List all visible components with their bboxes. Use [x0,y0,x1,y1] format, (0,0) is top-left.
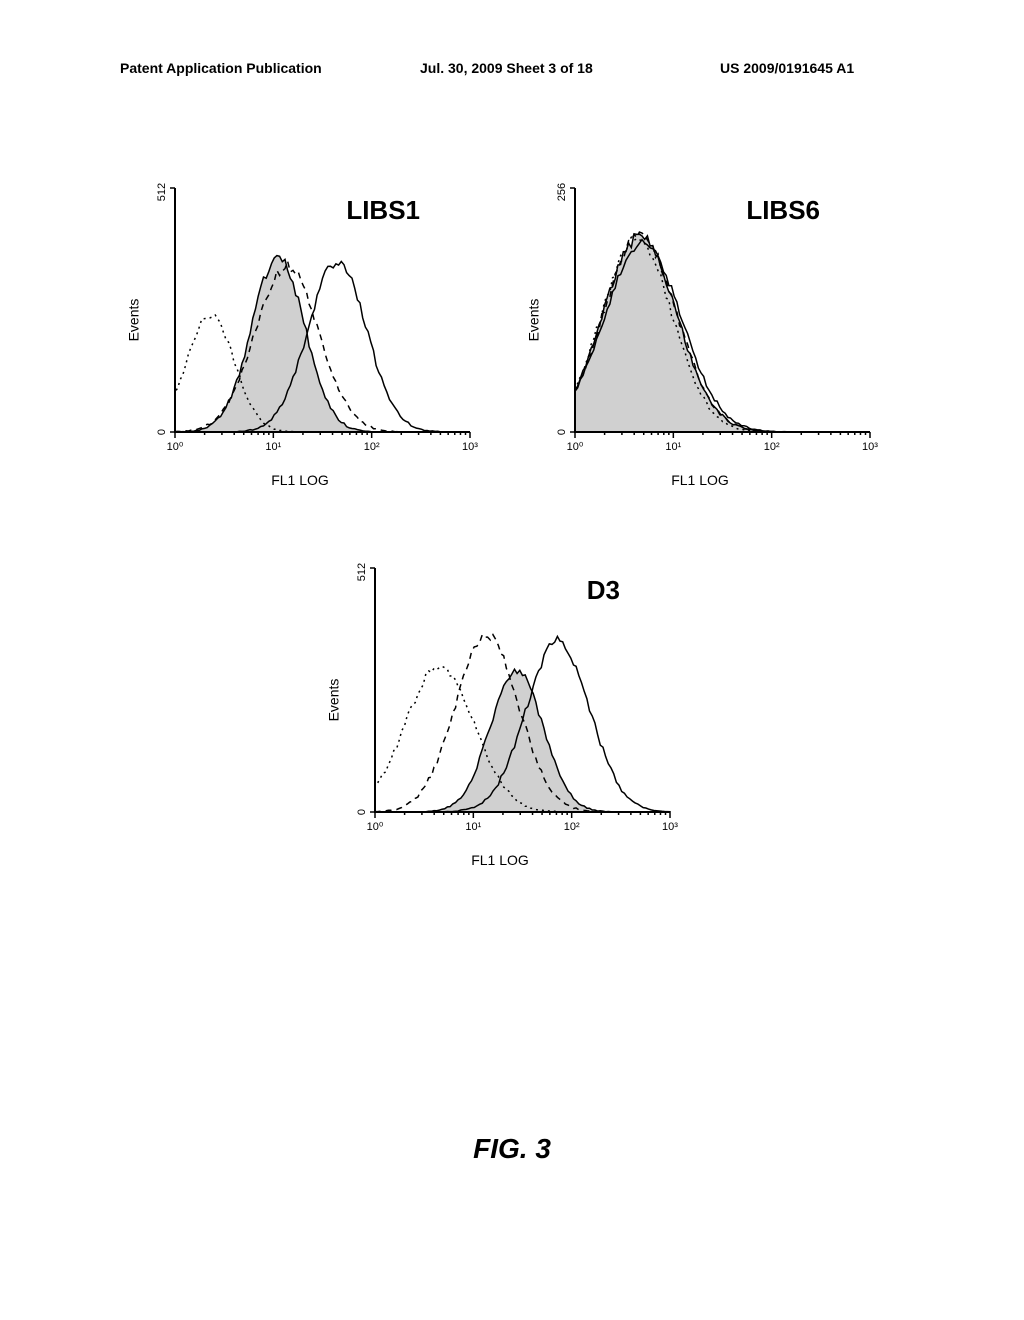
chart-title-d3: D3 [587,575,620,606]
chart-title-libs6: LIBS6 [746,195,820,226]
header-center: Jul. 30, 2009 Sheet 3 of 18 [420,60,593,76]
header-right: US 2009/0191645 A1 [720,60,854,76]
svg-text:10³: 10³ [862,441,878,453]
svg-text:512: 512 [356,563,368,581]
histogram-libs1: 512 0 10⁰ 10¹ 10² 10³ [120,180,480,460]
svg-text:512: 512 [156,183,168,201]
svg-text:0: 0 [156,429,168,435]
ylabel-libs1: Events [125,299,141,342]
ylabel-libs6: Events [525,299,541,342]
svg-text:0: 0 [356,809,368,815]
histogram-libs6: 256 0 10⁰ 10¹ 10² 10³ [520,180,880,460]
chart-libs6: LIBS6 Events FL1 LOG 256010⁰10¹10²10³ [520,180,880,460]
header-left: Patent Application Publication [120,60,322,76]
xlabel-d3: FL1 LOG [471,852,529,868]
svg-text:10²: 10² [564,821,580,833]
figure-caption: FIG. 3 [0,1133,1024,1165]
xlabel-libs1: FL1 LOG [271,472,329,488]
histogram-d3: 512 0 10⁰ 10¹ 10² 10³ [320,560,680,840]
svg-text:10²: 10² [364,441,380,453]
chart-title-libs1: LIBS1 [346,195,420,226]
svg-text:10⁰: 10⁰ [567,441,584,453]
chart-d3: D3 Events FL1 LOG 512010⁰10¹10²10³ [320,560,680,840]
svg-text:10³: 10³ [462,441,478,453]
svg-text:10⁰: 10⁰ [167,441,184,453]
ylabel-d3: Events [325,679,341,722]
chart-libs1: LIBS1 Events FL1 LOG 512010⁰10¹10²10³ [120,180,480,460]
svg-text:10¹: 10¹ [665,441,681,453]
svg-text:0: 0 [556,429,568,435]
xlabel-libs6: FL1 LOG [671,472,729,488]
svg-text:10¹: 10¹ [265,441,281,453]
svg-text:10⁰: 10⁰ [367,821,384,833]
svg-text:10²: 10² [764,441,780,453]
svg-text:256: 256 [556,183,568,201]
svg-text:10¹: 10¹ [465,821,481,833]
svg-text:10³: 10³ [662,821,678,833]
